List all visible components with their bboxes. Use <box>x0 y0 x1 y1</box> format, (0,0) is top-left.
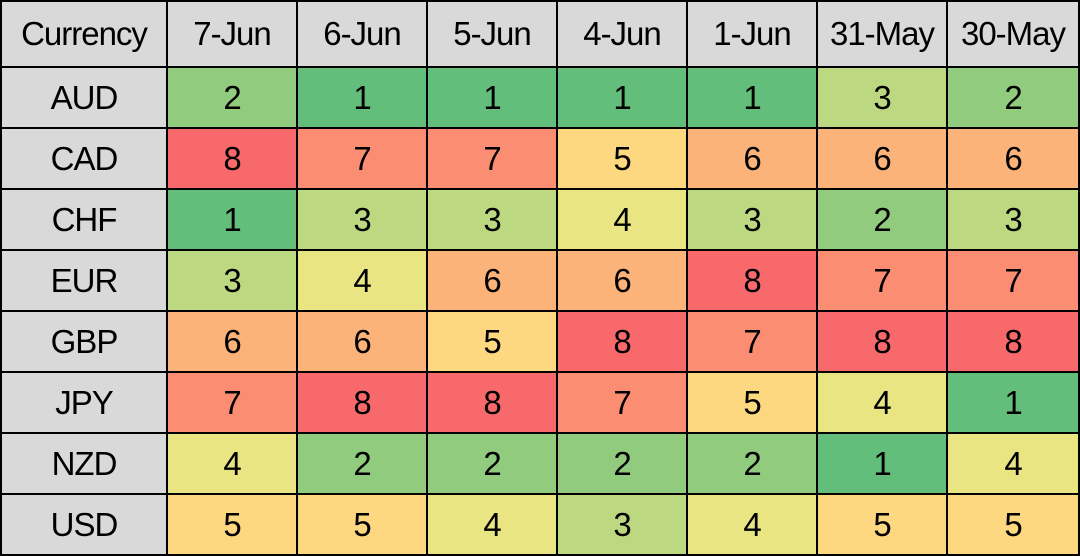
rank-cell: 7 <box>558 373 688 434</box>
rank-cell: 3 <box>948 190 1080 251</box>
currency-label: USD <box>2 495 168 556</box>
rank-cell: 1 <box>298 68 428 129</box>
rank-cell: 2 <box>298 434 428 495</box>
rank-cell: 2 <box>168 68 298 129</box>
rank-cell: 8 <box>428 373 558 434</box>
rank-cell: 5 <box>428 312 558 373</box>
rank-cell: 6 <box>168 312 298 373</box>
rank-cell: 1 <box>168 190 298 251</box>
rank-cell: 4 <box>688 495 818 556</box>
currency-label: JPY <box>2 373 168 434</box>
rank-cell: 5 <box>298 495 428 556</box>
rank-cell: 6 <box>688 129 818 190</box>
rank-cell: 6 <box>818 129 948 190</box>
rank-cell: 2 <box>428 434 558 495</box>
rank-cell: 1 <box>558 68 688 129</box>
header-cell: Currency <box>2 2 168 68</box>
rank-cell: 1 <box>818 434 948 495</box>
header-cell: 31-May <box>818 2 948 68</box>
header-cell: 30-May <box>948 2 1080 68</box>
currency-label: CHF <box>2 190 168 251</box>
header-cell: 6-Jun <box>298 2 428 68</box>
rank-cell: 7 <box>688 312 818 373</box>
rank-cell: 3 <box>558 495 688 556</box>
rank-cell: 4 <box>948 434 1080 495</box>
rank-cell: 1 <box>428 68 558 129</box>
rank-cell: 1 <box>688 68 818 129</box>
rank-cell: 8 <box>168 129 298 190</box>
rank-cell: 3 <box>688 190 818 251</box>
rank-cell: 6 <box>428 251 558 312</box>
rank-cell: 2 <box>818 190 948 251</box>
rank-cell: 2 <box>948 68 1080 129</box>
rank-cell: 3 <box>168 251 298 312</box>
currency-label: NZD <box>2 434 168 495</box>
rank-cell: 6 <box>298 312 428 373</box>
header-cell: 4-Jun <box>558 2 688 68</box>
rank-cell: 8 <box>948 312 1080 373</box>
rank-cell: 8 <box>298 373 428 434</box>
currency-label: EUR <box>2 251 168 312</box>
rank-cell: 7 <box>168 373 298 434</box>
rank-cell: 5 <box>948 495 1080 556</box>
rank-cell: 7 <box>428 129 558 190</box>
rank-cell: 3 <box>428 190 558 251</box>
header-cell: 7-Jun <box>168 2 298 68</box>
rank-cell: 8 <box>558 312 688 373</box>
rank-cell: 7 <box>948 251 1080 312</box>
rank-cell: 6 <box>558 251 688 312</box>
currency-label: CAD <box>2 129 168 190</box>
currency-label: GBP <box>2 312 168 373</box>
rank-cell: 4 <box>818 373 948 434</box>
rank-cell: 4 <box>168 434 298 495</box>
rank-cell: 4 <box>558 190 688 251</box>
rank-cell: 5 <box>688 373 818 434</box>
rank-cell: 8 <box>818 312 948 373</box>
header-cell: 5-Jun <box>428 2 558 68</box>
rank-cell: 5 <box>168 495 298 556</box>
rank-cell: 1 <box>948 373 1080 434</box>
rank-cell: 3 <box>298 190 428 251</box>
rank-cell: 3 <box>818 68 948 129</box>
rank-cell: 5 <box>818 495 948 556</box>
currency-label: AUD <box>2 68 168 129</box>
rank-cell: 6 <box>948 129 1080 190</box>
rank-cell: 8 <box>688 251 818 312</box>
rank-cell: 5 <box>558 129 688 190</box>
rank-cell: 2 <box>558 434 688 495</box>
header-cell: 1-Jun <box>688 2 818 68</box>
rank-cell: 4 <box>428 495 558 556</box>
rank-cell: 7 <box>818 251 948 312</box>
rank-cell: 2 <box>688 434 818 495</box>
rank-cell: 4 <box>298 251 428 312</box>
rank-cell: 7 <box>298 129 428 190</box>
